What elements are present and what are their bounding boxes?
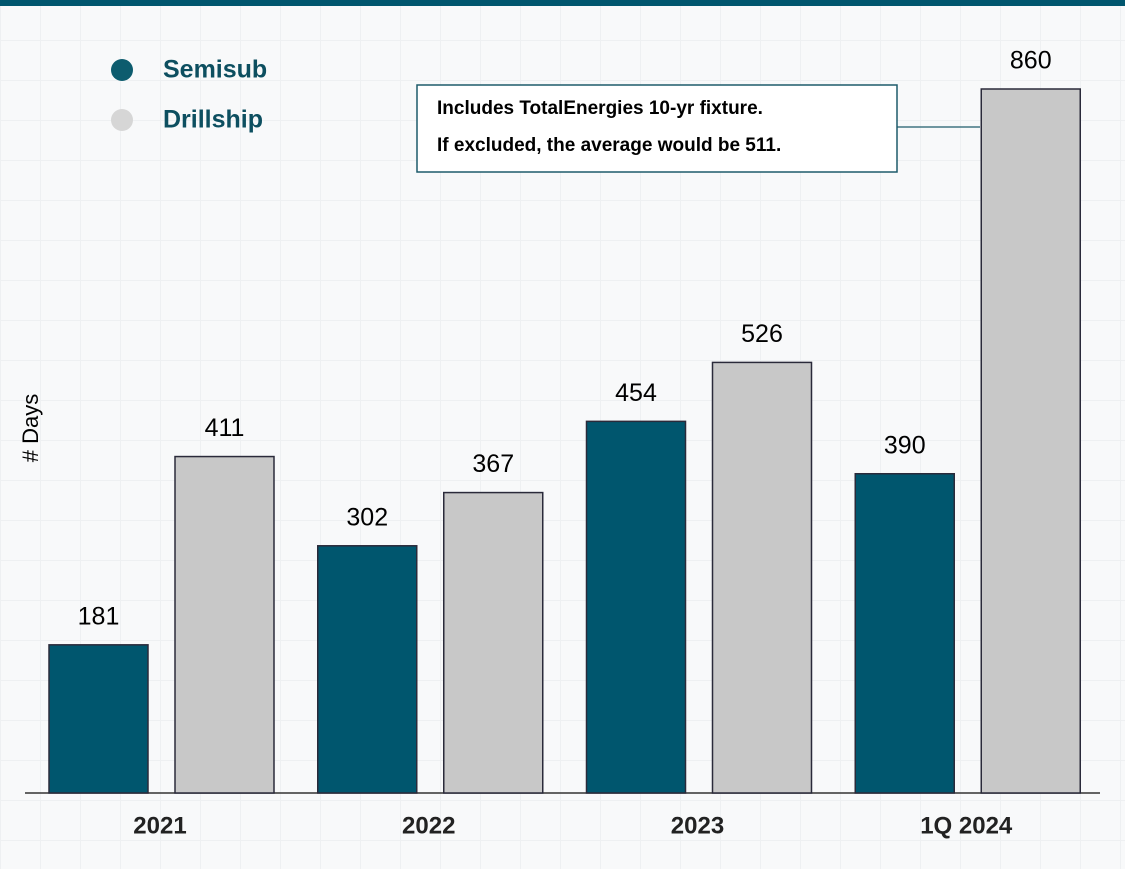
- x-tick-label: 2022: [402, 812, 455, 839]
- bar: [317, 545, 418, 794]
- legend-label: Drillship: [163, 106, 263, 134]
- bar: [711, 361, 813, 794]
- annotation-line: Includes TotalEnergies 10-yr fixture.: [437, 98, 763, 119]
- legend-marker: [111, 109, 133, 131]
- data-label: 390: [884, 431, 926, 459]
- legend-marker: [111, 59, 133, 81]
- data-label: 526: [741, 320, 783, 348]
- legend-label: Semisub: [163, 56, 267, 84]
- data-label: 181: [78, 602, 120, 630]
- x-tick-label: 1Q 2024: [920, 812, 1013, 839]
- bar: [48, 644, 149, 794]
- top-band: [0, 0, 1125, 6]
- x-tick-label: 2023: [671, 812, 724, 839]
- y-axis-label: # Days: [18, 394, 43, 462]
- data-label: 860: [1010, 47, 1052, 75]
- data-label: 411: [205, 414, 245, 442]
- bar: [980, 88, 1081, 794]
- bar: [174, 455, 275, 794]
- data-label: 367: [472, 450, 514, 478]
- bar: [585, 420, 687, 794]
- bar: [443, 491, 544, 794]
- data-label: 302: [346, 503, 388, 531]
- x-tick-label: 2021: [133, 812, 186, 839]
- annotation-box: [416, 84, 898, 173]
- data-label: 454: [615, 379, 657, 407]
- bar: [854, 472, 955, 794]
- annotation-line: If excluded, the average would be 511.: [437, 135, 781, 156]
